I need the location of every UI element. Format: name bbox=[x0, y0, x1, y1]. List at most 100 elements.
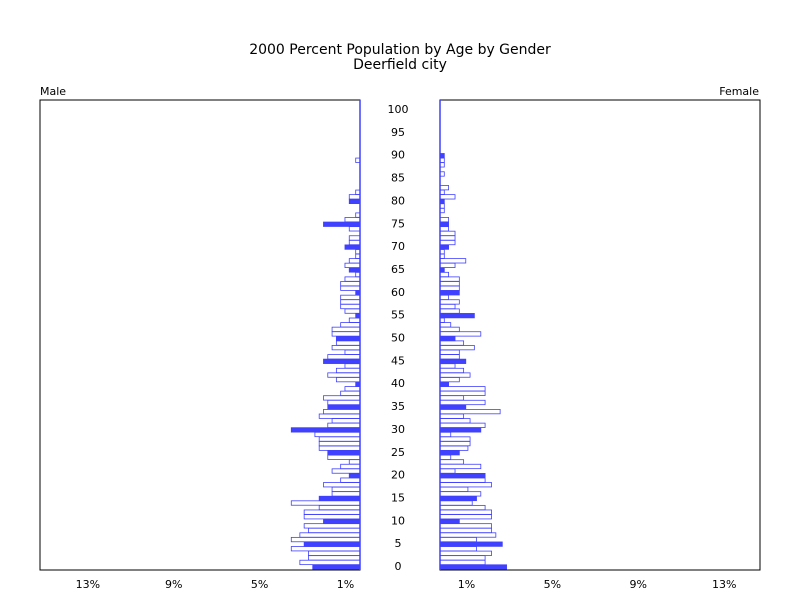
bar bbox=[439, 413, 465, 419]
age-label: 70 bbox=[391, 240, 405, 253]
bar bbox=[439, 536, 477, 543]
bar bbox=[439, 281, 460, 287]
bar bbox=[299, 559, 361, 566]
bar bbox=[327, 372, 361, 378]
bar bbox=[327, 354, 361, 360]
bar bbox=[331, 468, 361, 474]
bar bbox=[327, 454, 361, 460]
age-label: 40 bbox=[391, 377, 405, 390]
bar bbox=[439, 482, 492, 488]
bar bbox=[344, 308, 361, 314]
bar bbox=[439, 367, 465, 374]
bar bbox=[327, 404, 361, 410]
bar bbox=[439, 354, 460, 360]
bar bbox=[344, 244, 361, 250]
age-label: 25 bbox=[391, 446, 405, 459]
bar bbox=[439, 299, 460, 305]
age-label: 35 bbox=[391, 400, 405, 413]
bar bbox=[335, 367, 361, 374]
bar bbox=[439, 532, 497, 538]
bar bbox=[340, 463, 361, 470]
bar bbox=[439, 221, 449, 227]
male-panel bbox=[39, 99, 361, 571]
age-label: 45 bbox=[391, 354, 405, 367]
bar bbox=[439, 468, 456, 474]
age-label: 65 bbox=[391, 263, 405, 276]
bar bbox=[439, 271, 449, 278]
bar bbox=[318, 504, 361, 511]
bar bbox=[439, 450, 460, 456]
bar bbox=[335, 335, 361, 342]
bar bbox=[439, 244, 449, 250]
bar bbox=[348, 258, 361, 264]
bar bbox=[331, 491, 361, 497]
bar bbox=[439, 504, 486, 511]
panel-label: Male bbox=[40, 85, 66, 98]
age-label: 60 bbox=[391, 286, 405, 299]
bar bbox=[344, 217, 361, 223]
age-label: 20 bbox=[391, 469, 405, 482]
bar bbox=[439, 185, 449, 191]
bar bbox=[323, 358, 361, 364]
bar bbox=[318, 495, 361, 502]
bar bbox=[323, 518, 361, 524]
bar bbox=[348, 459, 361, 465]
bar bbox=[290, 546, 361, 552]
bar bbox=[323, 409, 361, 415]
chart-subtitle: Deerfield city bbox=[353, 57, 447, 73]
bar bbox=[327, 450, 361, 456]
bar bbox=[439, 335, 456, 342]
bar bbox=[318, 441, 361, 447]
age-label: 50 bbox=[391, 332, 405, 345]
bar bbox=[439, 386, 486, 392]
bar bbox=[439, 500, 473, 506]
bar bbox=[439, 555, 486, 561]
bar bbox=[439, 290, 460, 296]
bar bbox=[327, 422, 361, 428]
bar bbox=[290, 536, 361, 543]
bar bbox=[439, 303, 456, 310]
bar bbox=[439, 230, 456, 236]
bar bbox=[348, 239, 361, 246]
x-tick-label: 1% bbox=[337, 578, 354, 591]
bar bbox=[439, 395, 465, 401]
bar bbox=[439, 331, 482, 337]
bar bbox=[439, 546, 477, 552]
bar bbox=[439, 445, 469, 451]
bar bbox=[314, 431, 361, 438]
bar bbox=[344, 276, 361, 282]
bar bbox=[439, 436, 471, 442]
bar bbox=[303, 509, 361, 515]
bar bbox=[439, 345, 475, 351]
bar bbox=[439, 459, 465, 465]
bar bbox=[439, 399, 486, 406]
bar bbox=[303, 514, 361, 520]
bar bbox=[340, 477, 361, 483]
bar bbox=[331, 418, 361, 424]
bar bbox=[439, 322, 452, 328]
bar bbox=[439, 340, 465, 346]
age-label: 15 bbox=[391, 491, 405, 504]
bar bbox=[299, 532, 361, 538]
bar bbox=[331, 345, 361, 351]
bar bbox=[344, 262, 361, 268]
bar bbox=[439, 313, 475, 319]
bar bbox=[327, 399, 361, 406]
bar bbox=[340, 390, 361, 396]
bar bbox=[340, 303, 361, 310]
bar bbox=[439, 326, 460, 332]
age-label: 10 bbox=[391, 514, 405, 527]
bar bbox=[348, 235, 361, 241]
bar bbox=[323, 482, 361, 488]
bar bbox=[335, 340, 361, 346]
bar bbox=[348, 472, 361, 479]
bar bbox=[439, 308, 460, 314]
bar bbox=[340, 285, 361, 291]
bar bbox=[439, 514, 492, 520]
bar bbox=[439, 217, 449, 223]
age-label: 30 bbox=[391, 423, 405, 436]
bar bbox=[439, 377, 460, 383]
bar bbox=[344, 349, 361, 355]
